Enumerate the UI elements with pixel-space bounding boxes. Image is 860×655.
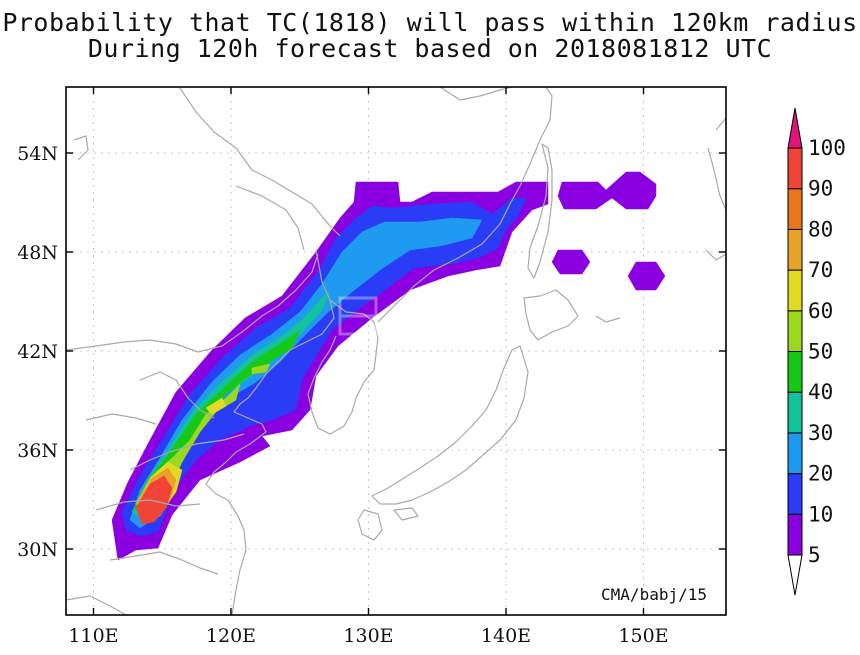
lon-label-150: 150E [618,625,668,647]
colorbar-label-90: 90 [808,177,833,201]
map-gridlines [66,87,726,615]
lat-label-30: 30N [17,539,58,561]
map-axes: 110E 120E 130E 140E 150E 30N 36N 42N 48N 54N [17,87,726,647]
lon-label-110: 110E [68,625,118,647]
lon-label-140: 140E [481,625,531,647]
colorbar-label-10: 10 [808,502,833,526]
colorbar-label-70: 70 [808,258,833,282]
colorbar-overflow-triangle [787,107,803,149]
chart-title-line-2: During 120h forecast based on 2018081812… [87,34,773,63]
lon-label-120: 120E [206,625,256,647]
colorbar-segment-80 [787,188,803,230]
coastline-layer [66,87,726,615]
colorbar-segment-60 [787,269,803,312]
lon-label-130: 130E [343,625,393,647]
colorbar-underflow-triangle [787,554,803,596]
lat-label-48: 48N [17,242,58,264]
colorbar-label-40: 40 [808,380,833,404]
colorbar-label-80: 80 [808,217,833,241]
colorbar-segment-70 [787,228,803,271]
watermark-logo [338,296,378,336]
colorbar-label-100: 100 [808,136,846,160]
colorbar-segment-90 [787,147,803,190]
colorbar-segment-30 [787,391,803,434]
colorbar-segment-5 [787,513,803,556]
probability-colorbar: 5 10 20 30 40 50 60 70 80 90 100 [787,107,846,596]
lat-label-42: 42N [17,341,58,363]
chart-title-line-1: Probability that TC(1818) will pass with… [2,8,858,37]
colorbar-label-30: 30 [808,421,833,445]
colorbar-segment-50 [787,310,803,352]
credit-label: CMA/babj/15 [601,585,707,604]
prob-band-90 [135,475,173,525]
colorbar-segment-20 [787,432,803,475]
lat-label-36: 36N [17,440,58,462]
colorbar-segment-10 [787,473,803,515]
lat-label-54: 54N [17,143,58,165]
probability-field [111,171,666,561]
colorbar-label-50: 50 [808,340,833,364]
colorbar-label-60: 60 [808,299,833,323]
colorbar-label-5: 5 [808,543,821,567]
colorbar-segment-40 [787,351,803,393]
colorbar-label-20: 20 [808,462,833,486]
